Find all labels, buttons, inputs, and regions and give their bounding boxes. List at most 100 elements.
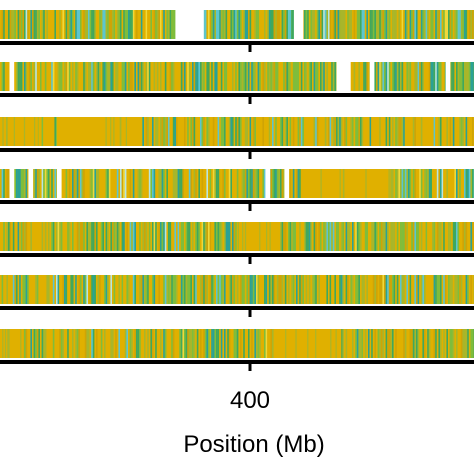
- variant-bar: [195, 275, 197, 304]
- variant-bar: [401, 275, 405, 304]
- variant-bar: [49, 62, 53, 91]
- variant-bar: [396, 62, 399, 91]
- variant-bar: [129, 222, 133, 251]
- variant-bar: [113, 329, 116, 358]
- variant-bar: [251, 329, 253, 358]
- variant-bar: [396, 169, 400, 198]
- variant-bar: [404, 169, 407, 198]
- variant-bar: [380, 329, 383, 358]
- variant-bar: [280, 169, 282, 198]
- variant-bar: [129, 329, 133, 358]
- variant-bar: [94, 62, 97, 91]
- variant-bar: [115, 10, 117, 39]
- chromosome-track: [0, 222, 474, 251]
- variant-bar: [128, 62, 132, 91]
- variant-bar: [200, 222, 202, 251]
- variant-bar: [153, 10, 157, 39]
- variant-bar: [24, 10, 26, 39]
- variant-bar: [456, 275, 458, 304]
- variant-bar: [6, 117, 8, 146]
- variant-bar: [217, 222, 220, 251]
- variant-bar: [38, 329, 41, 358]
- variant-bar: [166, 117, 169, 146]
- variant-bar: [196, 62, 200, 91]
- variant-bar: [160, 10, 162, 39]
- variant-bar: [283, 62, 285, 91]
- variant-bar: [446, 10, 449, 39]
- variant-bar: [88, 62, 92, 91]
- variant-bar: [230, 275, 234, 304]
- variant-bar: [446, 329, 449, 358]
- variant-bar: [128, 329, 130, 358]
- variant-bar: [145, 275, 149, 304]
- variant-bar: [307, 275, 311, 304]
- variant-bar: [432, 169, 436, 198]
- variant-bar: [257, 62, 260, 91]
- variant-bar: [152, 222, 154, 251]
- variant-bar: [145, 329, 148, 358]
- variant-bar: [209, 329, 212, 358]
- variant-bar: [449, 62, 452, 91]
- variant-bar: [292, 169, 295, 198]
- track-axis-line: [0, 200, 474, 204]
- variant-bar: [451, 62, 453, 91]
- variant-bar: [134, 275, 137, 304]
- variant-bar: [147, 10, 149, 39]
- variant-bar: [390, 117, 394, 146]
- variant-bar: [432, 275, 434, 304]
- variant-bar: [144, 62, 148, 91]
- variant-bar: [190, 275, 193, 304]
- variant-bar: [211, 222, 215, 251]
- variant-bar: [401, 329, 404, 358]
- variant-bar: [216, 10, 220, 39]
- variant-bar: [52, 222, 55, 251]
- variant-bar: [321, 10, 324, 39]
- variant-bar: [347, 329, 351, 358]
- variant-bar: [94, 10, 97, 39]
- variant-bar: [83, 169, 85, 198]
- variant-bar: [368, 62, 370, 91]
- variant-bar: [168, 169, 172, 198]
- variant-bar: [227, 62, 229, 91]
- variant-bar: [204, 10, 208, 39]
- variant-bar: [438, 275, 441, 304]
- variant-bar: [307, 62, 311, 91]
- variant-bar: [369, 117, 372, 146]
- variant-bar: [428, 62, 432, 91]
- variant-bar: [27, 329, 29, 358]
- variant-bar: [412, 62, 416, 91]
- axis-group: [0, 41, 474, 371]
- variant-bar: [225, 222, 229, 251]
- variant-bar: [401, 62, 405, 91]
- variant-bar: [372, 222, 375, 251]
- variant-bar: [44, 222, 47, 251]
- variant-bar: [289, 275, 292, 304]
- variant-bar: [73, 62, 76, 91]
- variant-bar: [417, 169, 420, 198]
- variant-bar: [51, 10, 53, 39]
- variant-bar: [142, 10, 145, 39]
- variant-bar: [326, 275, 329, 304]
- variant-bar: [219, 329, 223, 358]
- variant-bar: [465, 117, 469, 146]
- variant-bar: [222, 222, 226, 251]
- variant-bar: [392, 275, 394, 304]
- variant-bar: [291, 222, 293, 251]
- variant-bar: [150, 10, 154, 39]
- variant-bar: [246, 169, 249, 198]
- variant-bar: [216, 329, 218, 358]
- variant-bar: [467, 329, 471, 358]
- variant-bar: [246, 275, 249, 304]
- variant-bar: [195, 169, 197, 198]
- variant-bar: [411, 222, 415, 251]
- variant-bar: [126, 329, 129, 358]
- variant-bar: [465, 10, 468, 39]
- variant-bar: [86, 62, 90, 91]
- variant-bar: [270, 62, 274, 91]
- variant-bar: [14, 10, 17, 39]
- variant-bar: [156, 10, 160, 39]
- variant-bar: [436, 222, 439, 251]
- variant-bar: [420, 329, 424, 358]
- variant-bar: [112, 275, 116, 304]
- variant-bar: [448, 222, 450, 251]
